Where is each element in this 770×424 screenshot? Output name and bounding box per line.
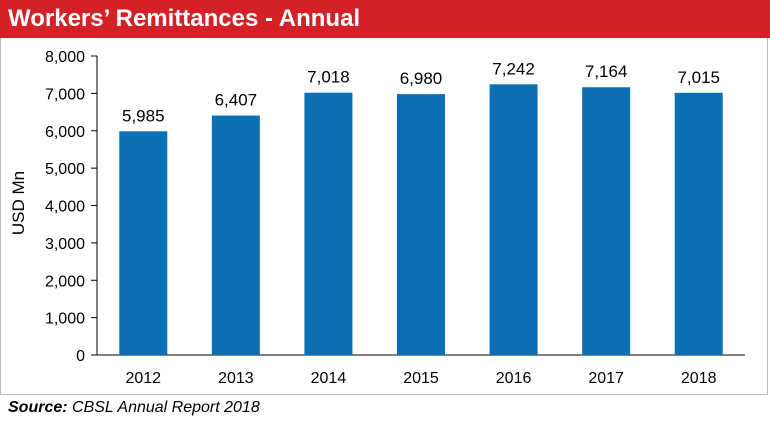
y-tick-label: 0 — [76, 348, 85, 365]
source-label: Source: — [8, 399, 68, 416]
bar — [674, 92, 723, 355]
x-tick-label: 2013 — [218, 370, 254, 387]
data-label: 7,018 — [307, 68, 350, 87]
chart-title: Workers’ Remittances - Annual — [8, 5, 361, 32]
x-tick-label: 2016 — [496, 370, 532, 387]
y-tick-label: 8,000 — [45, 49, 85, 66]
data-label: 7,242 — [492, 59, 535, 78]
y-tick-label: 7,000 — [45, 86, 85, 103]
bar — [119, 131, 168, 355]
data-label: 7,164 — [585, 62, 628, 81]
x-tick-label: 2012 — [125, 370, 161, 387]
bar-chart: USD Mn 0 1,000 2,000 3,000 4,000 5,000 6,000 7,… — [9, 49, 745, 387]
bar — [304, 92, 353, 355]
y-tick-label: 3,000 — [45, 236, 85, 253]
y-axis: 0 1,000 2,000 3,000 4,000 5,000 6,000 7,000 8,00… — [45, 49, 98, 365]
source-note: Source: CBSL Annual Report 2018 — [8, 399, 260, 417]
y-tick-label: 2,000 — [45, 273, 85, 290]
bar — [489, 84, 538, 355]
y-tick-label: 6,000 — [45, 124, 85, 141]
title-bar: Workers’ Remittances - Annual — [0, 0, 770, 38]
y-tick-label: 5,000 — [45, 161, 85, 178]
y-axis-label: USD Mn — [9, 171, 28, 235]
x-axis: 2012 2013 2014 2015 2016 2017 2018 — [97, 354, 745, 387]
source-text: CBSL Annual Report 2018 — [72, 399, 260, 416]
bars — [119, 84, 723, 356]
x-tick-label: 2018 — [681, 370, 717, 387]
x-tick-label: 2015 — [403, 370, 439, 387]
data-label: 7,015 — [677, 68, 720, 87]
bar — [582, 87, 631, 356]
x-tick-label: 2014 — [311, 370, 347, 387]
x-tick-label: 2017 — [588, 370, 624, 387]
data-labels: 5,985 6,407 7,018 6,980 7,242 7,164 7,015 — [122, 59, 720, 125]
bar — [397, 94, 445, 355]
data-label: 6,407 — [215, 91, 258, 110]
data-label: 6,980 — [400, 69, 443, 88]
data-label: 5,985 — [122, 106, 165, 125]
bar — [211, 115, 260, 355]
y-tick-label: 1,000 — [45, 311, 85, 328]
y-tick-label: 4,000 — [45, 199, 85, 216]
